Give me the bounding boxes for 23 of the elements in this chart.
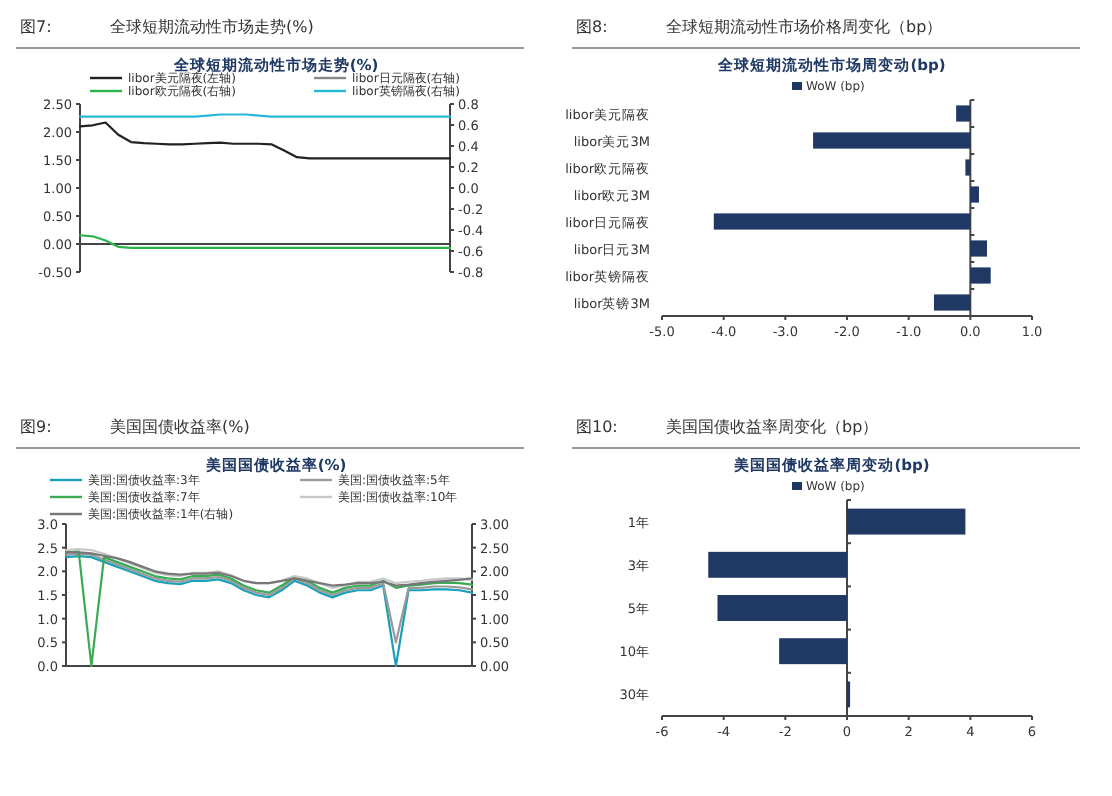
bar xyxy=(970,186,979,203)
line-series xyxy=(78,234,452,249)
bar xyxy=(970,240,987,257)
bar xyxy=(713,213,971,230)
bar xyxy=(970,267,991,284)
line-series xyxy=(64,552,474,644)
bar xyxy=(956,105,971,122)
chart-title: 全球短期流动性市场价格周变化（bp） xyxy=(666,18,943,36)
bar xyxy=(847,508,966,535)
caption: 图7: xyxy=(20,18,52,36)
bar xyxy=(717,595,847,621)
bar xyxy=(965,159,971,176)
caption: 图8: xyxy=(576,18,608,36)
bar xyxy=(933,294,971,311)
chart-title: 全球短期流动性市场走势(%) xyxy=(110,18,314,36)
bar xyxy=(708,551,847,578)
chart-title: 美国国债收益率(%) xyxy=(110,418,250,436)
caption: 图10: xyxy=(576,418,618,436)
bar xyxy=(779,638,847,665)
line-series xyxy=(78,121,452,160)
caption: 图9: xyxy=(20,418,52,436)
chart-title: 美国国债收益率周变化（bp） xyxy=(666,418,879,436)
bar xyxy=(813,132,971,149)
